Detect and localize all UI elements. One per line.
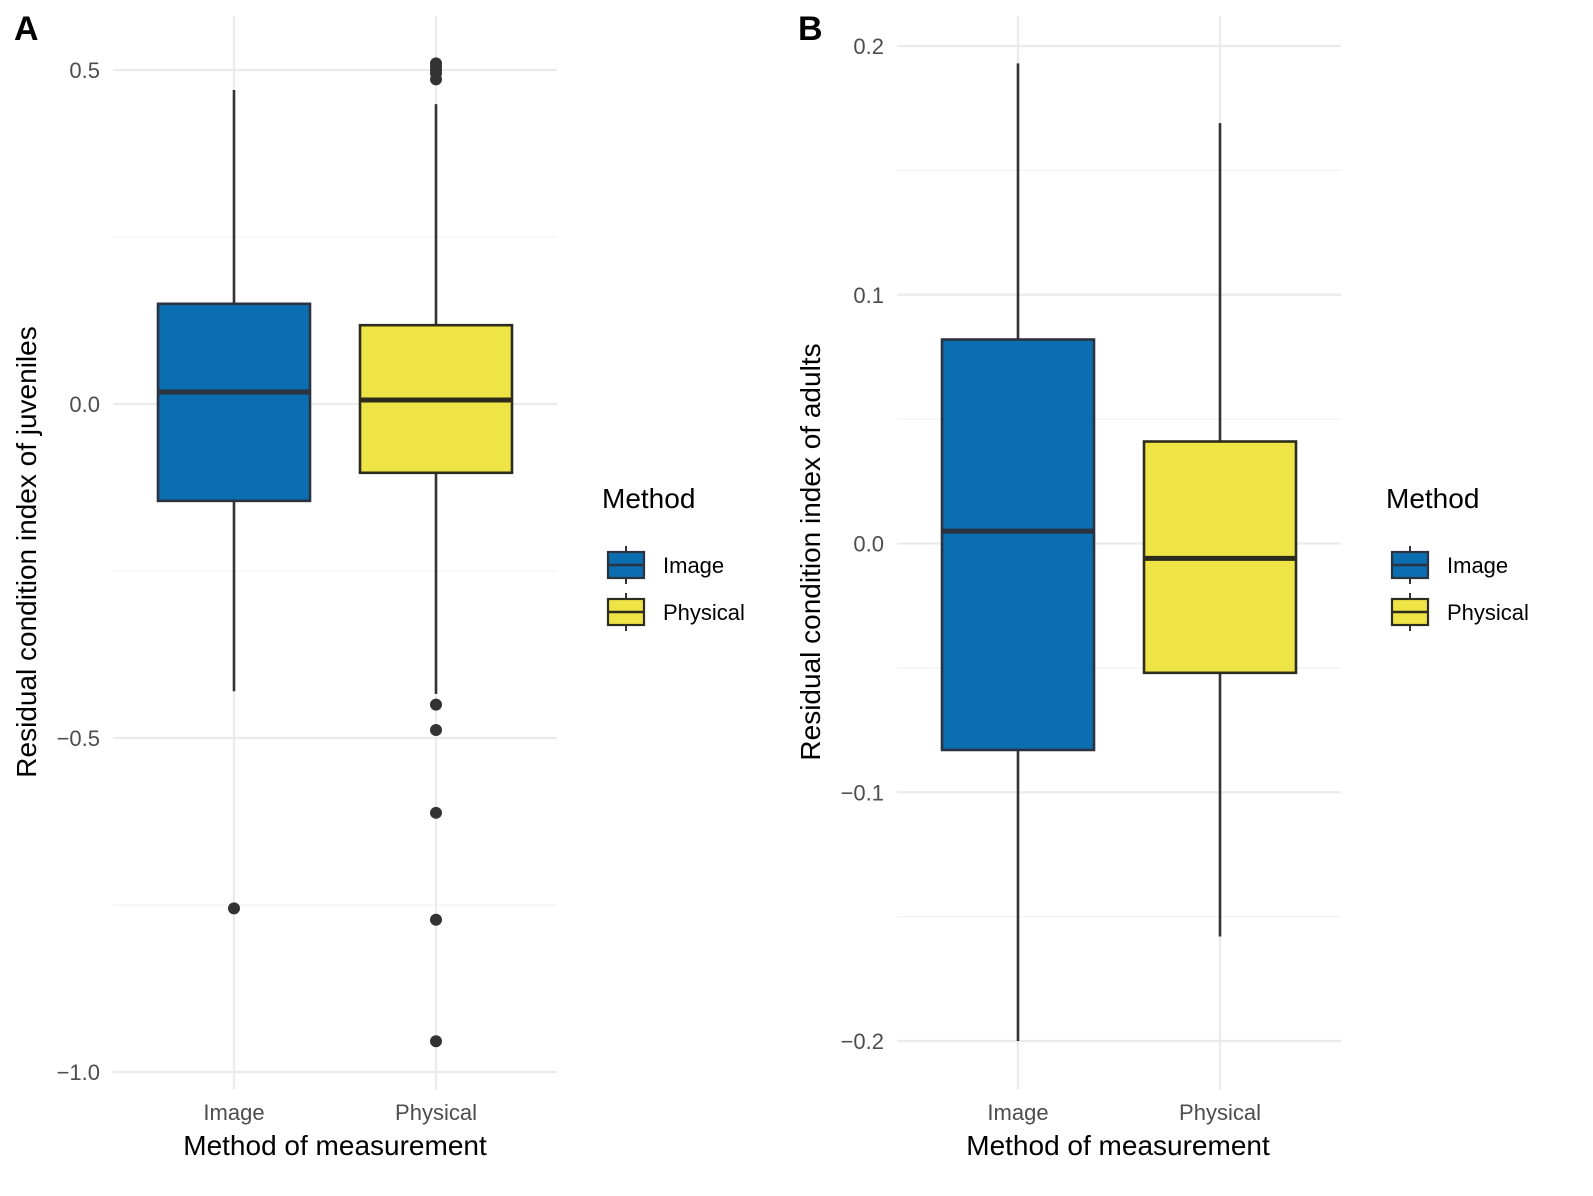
legend-key-image <box>1390 546 1430 584</box>
x-axis-title: Method of measurement <box>966 1130 1270 1161</box>
x-tick-label: Physical <box>1179 1100 1261 1125</box>
y-tick-label: −0.2 <box>841 1029 884 1054</box>
x-axis-title: Method of measurement <box>183 1130 487 1161</box>
panel-letter: A <box>14 10 39 48</box>
y-tick-label: −0.5 <box>57 726 100 751</box>
panel-letter: B <box>798 10 823 48</box>
iqr-box <box>940 338 1096 752</box>
panel-a: A 0.5 0.0 −0.5 −1.0 Image Physical Method of me… <box>11 10 745 1161</box>
legend-title: Method <box>1386 483 1479 514</box>
outlier-point <box>430 698 442 711</box>
y-axis-title: Residual condition index of adults <box>795 343 826 760</box>
legend: Method Image Physical <box>1386 483 1529 631</box>
y-tick-label: 0.1 <box>853 283 884 308</box>
outlier-point <box>430 806 442 819</box>
y-tick-label: 0.5 <box>69 58 100 83</box>
y-tick-label: −0.1 <box>841 780 884 805</box>
legend-label: Image <box>1447 553 1508 578</box>
y-tick-label: −1.0 <box>57 1060 100 1085</box>
iqr-box <box>156 302 312 503</box>
legend-title: Method <box>602 483 695 514</box>
x-tick-label: Image <box>987 1100 1048 1125</box>
box-physical <box>358 57 514 1048</box>
panel-b: B 0.2 0.1 0.0 −0.1 −0.2 Image Physical Method of… <box>795 10 1529 1161</box>
legend-label: Physical <box>1447 600 1529 625</box>
box-image <box>940 63 1096 1041</box>
legend: Method Image Physical <box>602 483 745 631</box>
x-tick-label: Physical <box>395 1100 477 1125</box>
legend-key-physical <box>606 593 646 631</box>
outlier-point <box>430 1035 442 1048</box>
outlier-point <box>228 902 240 915</box>
legend-key-physical <box>1390 593 1430 631</box>
y-tick-label: 0.0 <box>853 532 884 557</box>
outlier-point <box>430 913 442 926</box>
outlier-point <box>430 73 442 86</box>
box-physical <box>1142 123 1298 937</box>
legend-key-image <box>606 546 646 584</box>
y-tick-label: 0.0 <box>69 392 100 417</box>
legend-label: Physical <box>663 600 745 625</box>
y-tick-label: 0.2 <box>853 34 884 59</box>
outlier-point <box>430 723 442 736</box>
x-tick-label: Image <box>203 1100 264 1125</box>
legend-label: Image <box>663 553 724 578</box>
y-axis-title: Residual condition index of juveniles <box>11 326 42 777</box>
box-image <box>156 90 312 915</box>
